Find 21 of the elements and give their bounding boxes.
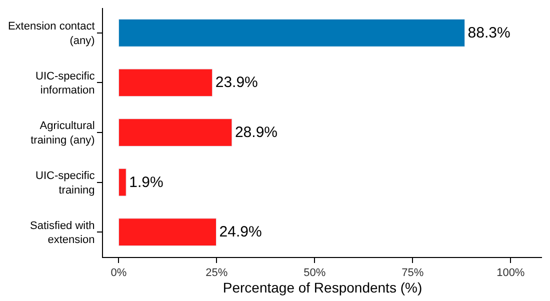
y-tick-label: UIC-specific information: [36, 70, 96, 97]
x-axis-title: Percentage of Respondents (%): [222, 280, 422, 296]
y-tick-label: UIC-specific training: [36, 170, 96, 196]
bar: [118, 18, 466, 47]
x-tick-label: 50%: [304, 267, 326, 280]
bar: [118, 68, 213, 97]
bar: [118, 168, 126, 196]
bar: [118, 118, 232, 146]
data-label: 88.3%: [468, 24, 510, 42]
data-label: 1.9%: [129, 174, 164, 191]
y-tick-label: Satisfied with extension: [30, 220, 95, 246]
x-tick-label: 100%: [496, 267, 525, 280]
x-tick-label: 0%: [110, 267, 127, 280]
data-label: 23.9%: [215, 74, 258, 92]
bar: [118, 218, 217, 246]
x-tick-label: 25%: [206, 267, 228, 280]
data-label: 28.9%: [234, 124, 278, 142]
y-tick-label: Agricultural training (any): [30, 120, 95, 146]
x-tick-label: 75%: [402, 267, 424, 280]
data-label: 24.9%: [219, 224, 262, 241]
y-tick-label: Extension contact (any): [8, 20, 95, 47]
